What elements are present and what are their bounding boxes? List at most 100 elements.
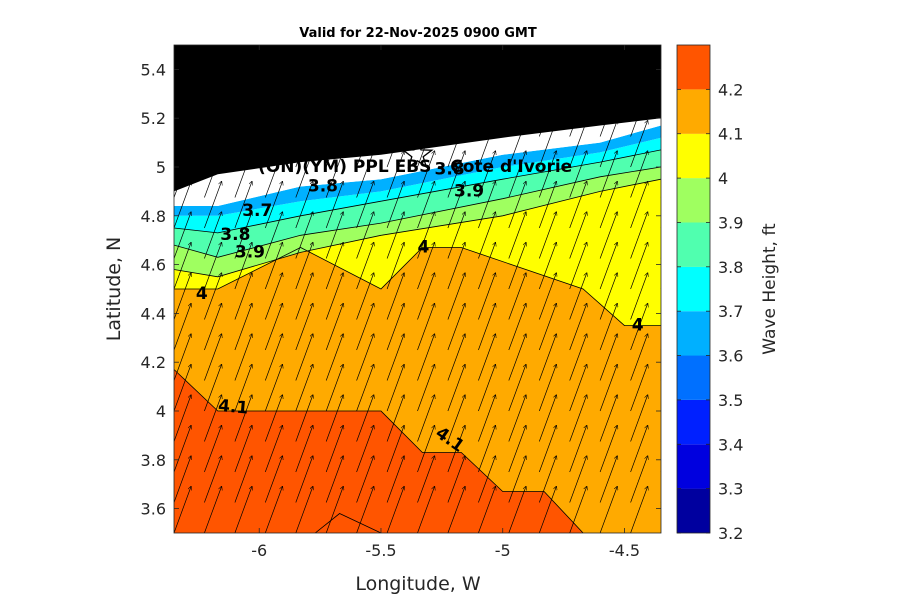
wind-arrow [204,487,221,533]
wind-arrow [599,90,617,137]
wind-arrow [325,273,343,320]
wind-arrow [417,304,435,351]
wind-arrow [478,212,495,259]
wind-arrow [478,182,495,229]
wind-arrow [325,212,343,259]
band-3.5 [174,125,661,216]
wind-arrow [386,182,404,229]
y-tick-label: 4.8 [141,207,166,226]
y-tick-label: 3.6 [141,500,166,519]
contour-label: 4 [418,237,430,257]
wind-arrow [417,90,435,137]
wind-arrow [386,456,404,503]
wind-arrow [264,426,282,473]
wind-arrow [478,90,495,137]
wind-arrow [508,273,526,320]
wind-arrow [174,212,191,259]
wind-arrow [569,90,587,137]
wind-arrow [508,365,526,412]
wind-arrow [478,456,495,503]
wind-arrow [630,487,648,533]
wind-arrow [538,243,556,290]
colorbar-segment [677,45,710,90]
contour-line [174,166,661,258]
wind-arrow [204,273,221,320]
wind-arrow [295,90,313,137]
colorbar-segment [677,89,710,134]
wind-arrow [264,395,282,442]
wind-arrow [325,121,343,168]
wind-arrow [417,212,435,259]
wind-arrow [478,304,495,351]
wind-arrow [234,121,252,168]
plot-frame [173,44,662,534]
wind-arrow [538,365,556,412]
wind-arrow [660,409,661,411]
wind-arrow [417,365,435,412]
wind-arrow [234,273,252,320]
wind-arrow [538,273,556,320]
wind-arrow [599,487,617,533]
wind-arrow [325,456,343,503]
wind-arrow [630,243,648,290]
wind-arrow [538,304,556,351]
wind-arrow [508,182,526,229]
wind-arrow [264,456,282,503]
wind-arrow [447,304,465,351]
wind-arrow [295,304,313,351]
wind-arrow [569,182,587,229]
wind-arrow [356,90,374,137]
chart-title: Valid for 22-Nov-2025 0900 GMT [299,26,537,41]
band-4.1 [174,369,584,533]
wind-arrow [599,395,617,442]
wind-arrow [569,121,587,168]
wind-arrow [447,121,465,168]
colorbar [676,44,711,534]
wind-arrow [417,273,435,320]
wind-arrow [630,212,648,259]
wind-arrow [234,151,252,198]
colorbar-ticks: 3.2 3.3 3.4 3.5 3.6 3.7 3.8 3.9 4 4.1 4.2 [677,80,743,543]
wind-arrow [538,182,556,229]
wind-arrow [174,243,191,290]
wind-arrow [478,121,495,168]
wind-arrow [630,334,648,381]
wind-arrow [356,395,374,442]
wind-arrow [386,426,404,473]
station-star-icon [401,137,434,169]
wind-arrow [599,151,617,198]
wind-arrow [538,151,556,198]
land-mass [174,45,661,206]
contour-line [174,369,584,533]
wind-arrow [234,334,252,381]
x-tick-label: -5 [495,541,511,560]
wind-arrow [630,365,648,412]
wind-arrow [204,182,221,229]
wind-arrow [386,273,404,320]
wind-arrow [204,456,221,503]
wind-arrow [569,365,587,412]
wind-arrow [204,90,221,137]
wind-arrow [569,243,587,290]
contour-line [174,149,661,234]
wind-arrow [660,531,661,533]
wind-arrow [569,426,587,473]
wind-arrow [508,90,526,137]
wind-arrow [174,151,191,198]
contour-lines [174,149,661,533]
colorbar-segment [677,399,710,445]
colorbar-segment [677,444,710,489]
wind-arrow [295,212,313,259]
wind-arrow [204,365,221,412]
wind-arrow [204,121,221,168]
colorbar-segment [677,488,710,533]
wind-arrow [538,426,556,473]
wind-arrow [660,226,661,228]
colorbar-segment [677,311,710,356]
wind-arrow [356,426,374,473]
colorbar-tick-label: 3.7 [718,302,743,321]
wind-arrow [417,151,435,198]
wind-arrow [356,487,374,533]
wind-arrow [447,334,465,381]
